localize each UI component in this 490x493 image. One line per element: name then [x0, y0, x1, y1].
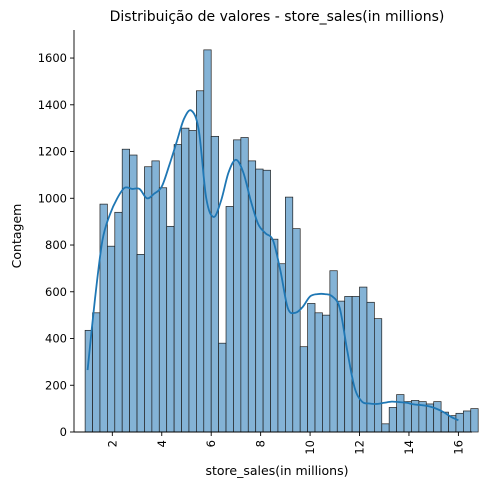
- histogram-bar: [359, 286, 368, 433]
- histogram-bar: [470, 408, 479, 433]
- histogram-bar: [225, 206, 234, 433]
- histogram-bar: [233, 139, 242, 433]
- y-tick-label: 400: [45, 332, 67, 346]
- histogram-bar: [173, 144, 182, 433]
- histogram-bar: [107, 245, 116, 433]
- histogram-bar: [92, 312, 101, 433]
- histogram-bar: [455, 412, 464, 433]
- histogram-bar: [144, 166, 153, 433]
- y-axis-ticks: 0 200 400 600 800 1000 1200 1400 1600: [38, 51, 74, 439]
- histogram-bar: [463, 410, 472, 433]
- x-tick-label: 14: [402, 440, 416, 455]
- histogram-bar: [240, 137, 249, 433]
- histogram-bar: [247, 160, 257, 433]
- chart-title: Distribuição de valores - store_sales(in…: [110, 9, 445, 25]
- histogram-bar: [203, 49, 212, 433]
- histogram-bar: [374, 318, 383, 433]
- y-tick-label: 800: [45, 238, 67, 252]
- kde-curve: [86, 109, 459, 422]
- histogram-bar: [403, 401, 412, 433]
- histogram-bar: [255, 168, 264, 433]
- histogram-bar: [218, 342, 227, 433]
- y-tick-label: 600: [45, 285, 67, 299]
- histogram-bar: [366, 301, 375, 433]
- histogram-bar: [114, 211, 123, 433]
- histogram-bar: [129, 154, 138, 433]
- histogram-bar: [322, 314, 331, 433]
- histogram-bar: [396, 394, 405, 433]
- x-axis-ticks: 2 4 6 8 10 12 14 16: [105, 432, 465, 455]
- x-tick-label: 4: [155, 440, 169, 447]
- histogram-bar: [188, 130, 197, 433]
- histogram-bar: [344, 296, 353, 433]
- x-tick-label: 8: [254, 440, 268, 447]
- histogram-bar: [121, 148, 130, 433]
- histogram-bar: [314, 312, 323, 433]
- histogram-bar: [136, 254, 145, 433]
- y-tick-label: 200: [45, 378, 67, 392]
- histogram-bar: [181, 127, 190, 433]
- y-tick-label: 1400: [38, 98, 67, 112]
- y-tick-label: 1600: [38, 51, 67, 65]
- histogram-bar: [151, 160, 160, 433]
- y-axis-label: Contagem: [9, 204, 24, 269]
- histogram-bar: [433, 401, 442, 433]
- histogram-bar: [210, 135, 219, 433]
- histogram-bar: [388, 407, 397, 433]
- histogram-bar: [292, 228, 301, 433]
- x-tick-label: 12: [353, 440, 367, 455]
- histogram-bar: [262, 169, 271, 433]
- y-tick-label: 1200: [38, 145, 67, 159]
- histogram-bar: [307, 303, 316, 433]
- histogram-bar: [166, 225, 175, 433]
- histogram-bar: [381, 423, 390, 433]
- histogram-bar: [84, 329, 93, 433]
- y-tick-label: 0: [60, 425, 67, 439]
- x-tick-label: 2: [105, 440, 119, 447]
- histogram-bar: [299, 346, 308, 433]
- histogram-bar: [270, 238, 279, 433]
- x-tick-label: 10: [303, 440, 317, 455]
- histogram-bar: [336, 300, 346, 433]
- histogram-bar: [351, 296, 360, 433]
- y-tick-label: 1000: [38, 191, 67, 205]
- x-tick-label: 6: [204, 440, 218, 447]
- x-axis-label: store_sales(in millions): [206, 463, 349, 478]
- histogram-bar: [285, 196, 294, 433]
- histogram-bar: [158, 187, 168, 433]
- histogram-bars: [84, 49, 479, 433]
- x-tick-label: 16: [451, 440, 465, 455]
